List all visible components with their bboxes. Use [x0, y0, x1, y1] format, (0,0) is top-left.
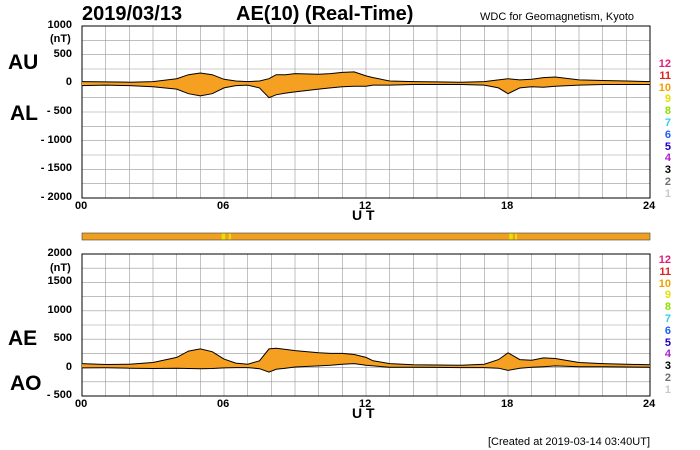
- top-y-tick-label: 0: [65, 76, 72, 89]
- bottom-legend-item: 8: [664, 301, 671, 314]
- top-x-tick-label: 12: [359, 200, 372, 212]
- chart-title: AE(10) (Real-Time): [236, 3, 414, 25]
- bottom-x-tick-label: 18: [501, 398, 514, 410]
- top-plot-frame: [81, 25, 651, 199]
- ao-label: AO: [10, 372, 42, 395]
- bottom-legend-item: 5: [664, 336, 671, 349]
- top-legend-item: 2: [664, 176, 671, 188]
- station-count-bar: [81, 232, 651, 241]
- station-count-highlight: [228, 233, 232, 240]
- top-x-tick-label: 24: [643, 200, 656, 212]
- top-x-tick-label: 06: [217, 200, 230, 212]
- bottom-x-tick-label: 24: [643, 398, 656, 410]
- top-legend-item: 3: [664, 164, 671, 177]
- top-x-axis-title: U T: [352, 207, 375, 223]
- bottom-legend-item: 7: [664, 313, 671, 325]
- top-x-tick-label: 18: [501, 200, 514, 212]
- top-y-tick-label: - 1000: [40, 133, 72, 146]
- bottom-legend-item: 3: [664, 360, 671, 373]
- bottom-legend-item: 2: [664, 372, 671, 384]
- bottom-ae-line: [81, 347, 651, 366]
- top-legend-item: 7: [664, 117, 671, 129]
- bottom-legend-item: 9: [664, 289, 671, 302]
- top-legend-item: 10: [658, 81, 671, 94]
- bottom-x-tick-label: 12: [359, 398, 372, 410]
- top-y-tick-label: - 1500: [40, 162, 72, 175]
- data-source: WDC for Geomagnetism, Kyoto: [480, 11, 635, 23]
- bottom-legend-item: 4: [664, 348, 671, 361]
- top-y-tick-label: 500: [53, 47, 72, 60]
- top-au-line: [81, 71, 651, 83]
- top-legend-item: 6: [664, 128, 671, 141]
- bottom-y-tick-label: 500: [53, 332, 72, 345]
- station-count-highlight: [221, 233, 226, 240]
- top-legend-item: 9: [664, 93, 671, 106]
- top-band-fill: [82, 71, 650, 98]
- top-y-tick-label: - 500: [46, 105, 72, 117]
- bottom-legend-item: 11: [659, 265, 671, 278]
- top-y-tick-label: - 2000: [40, 191, 72, 203]
- top-legend-item: 5: [664, 140, 671, 153]
- top-al-line: [81, 84, 650, 99]
- bottom-x-axis-title: U T: [352, 405, 375, 421]
- ae-label: AE: [8, 327, 38, 350]
- top-legend-item: 4: [664, 152, 671, 165]
- top-unit-label: (nT): [50, 33, 71, 45]
- top-legend-item: 8: [664, 105, 671, 118]
- al-label: AL: [10, 102, 38, 125]
- bottom-x-tick-label: 00: [75, 398, 88, 410]
- bottom-y-tick-label: 1500: [47, 275, 72, 288]
- top-y-tick-label: 1000: [47, 19, 72, 31]
- bottom-y-tick-label: 0: [65, 360, 72, 373]
- bottom-legend-item: 10: [658, 277, 671, 290]
- bottom-legend-item: 1: [664, 383, 671, 396]
- bottom-band-fill: [82, 348, 650, 373]
- bottom-plot-frame: [81, 253, 651, 397]
- bottom-legend-item: 12: [658, 254, 671, 266]
- bottom-ao-line: [81, 363, 651, 373]
- created-timestamp: [Created at 2019-03-14 03:40UT]: [487, 436, 650, 448]
- top-x-tick-label: 00: [75, 200, 88, 212]
- station-count-highlight: [515, 233, 517, 240]
- top-legend-item: 11: [659, 69, 671, 82]
- bottom-y-tick-label: 1000: [47, 303, 72, 316]
- chart-date: 2019/03/13: [82, 3, 183, 25]
- top-legend-item: 1: [664, 187, 671, 200]
- bottom-x-tick-label: 06: [217, 398, 230, 410]
- bottom-legend-item: 6: [664, 324, 671, 337]
- au-label: AU: [8, 51, 39, 74]
- bottom-unit-label: (nT): [50, 262, 71, 274]
- bottom-y-tick-label: 2000: [47, 247, 72, 259]
- station-count-highlight: [509, 233, 513, 240]
- bottom-y-tick-label: - 500: [46, 389, 72, 401]
- top-legend-item: 12: [658, 58, 671, 70]
